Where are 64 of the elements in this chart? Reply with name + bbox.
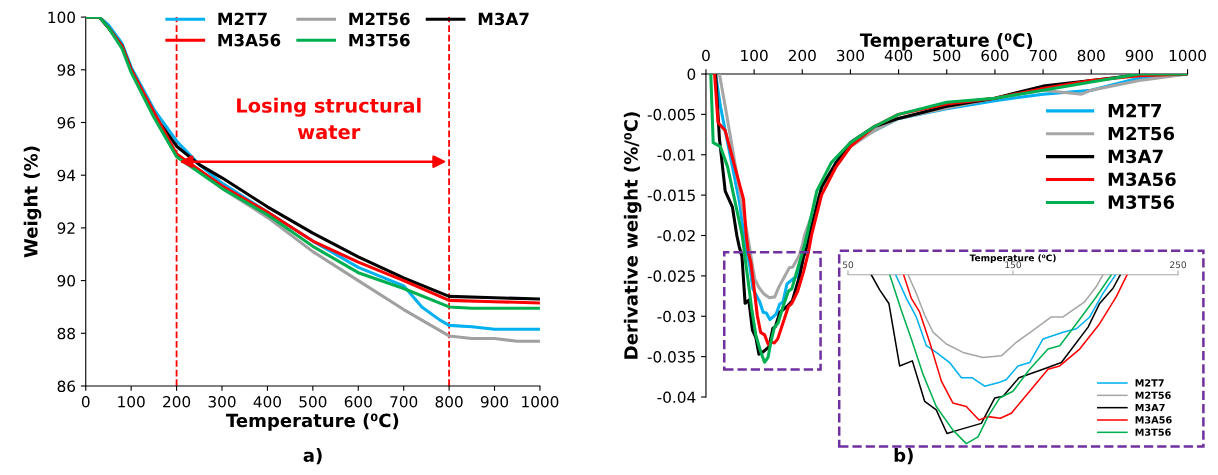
x-tick-label: 250 xyxy=(1170,261,1187,269)
y-tick-label: 92 xyxy=(57,222,75,234)
x-tick-label: 300 xyxy=(208,395,236,408)
x-axis-title: Temperature (⁰C) xyxy=(969,254,1056,264)
y-tick-label: -0.035 xyxy=(647,351,695,363)
x-tick-label: 1000 xyxy=(522,395,559,408)
x-tick-label: 1000 xyxy=(1169,49,1206,62)
legend-label: M2T56 xyxy=(349,12,410,26)
x-tick-label: 100 xyxy=(741,49,768,62)
y-tick-label: 98 xyxy=(57,64,75,76)
legend-label: M2T7 xyxy=(1135,379,1164,387)
x-tick-label: 0 xyxy=(81,395,90,408)
x-tick-label: 900 xyxy=(1125,49,1153,62)
x-tick-label: 400 xyxy=(884,49,913,62)
y-axis-title: Weight (%) xyxy=(23,146,42,258)
legend-label: M3A56 xyxy=(218,33,281,47)
text: a) xyxy=(303,448,322,465)
legend-label: M3A56 xyxy=(1108,172,1176,187)
x-tick-label: 300 xyxy=(837,49,864,62)
y-tick-label: 94 xyxy=(57,169,76,182)
legend-label: M3A7 xyxy=(478,12,529,26)
x-tick-label: 700 xyxy=(390,395,418,408)
x-tick-label: 150 xyxy=(1005,261,1022,269)
y-tick-label: 88 xyxy=(57,327,75,340)
x-tick-label: 800 xyxy=(435,395,463,408)
x-axis-title: Temperature (⁰C) xyxy=(226,413,399,431)
legend-label: M3A7 xyxy=(1135,403,1165,412)
annotation: Losing structural water xyxy=(237,97,421,140)
y-tick-label: -0.015 xyxy=(647,189,695,202)
legend-label: M2T7 xyxy=(218,12,267,26)
y-tick-label: 0 xyxy=(687,68,696,81)
y-tick-label: 86 xyxy=(57,380,76,393)
y-tick-label: 100 xyxy=(48,11,76,24)
legend-label: M3A7 xyxy=(1108,149,1163,164)
legend-label: M3A56 xyxy=(1135,416,1172,424)
x-tick-label: 100 xyxy=(118,395,145,408)
legend-label: M3T56 xyxy=(1135,428,1171,436)
legend-label: M2T7 xyxy=(1108,103,1162,118)
y-tick-label: 90 xyxy=(57,275,76,287)
y-tick-label: -0.025 xyxy=(647,270,695,282)
y-tick-label: -0.04 xyxy=(657,391,696,404)
y-tick-label: -0.005 xyxy=(647,108,695,121)
legend-label: M2T56 xyxy=(1135,391,1171,399)
x-tick-label: 500 xyxy=(933,49,961,62)
y-tick-label: -0.03 xyxy=(657,310,696,323)
x-tick-label: 900 xyxy=(480,395,509,408)
x-tick-label: 600 xyxy=(981,49,1009,62)
x-tick-label: 600 xyxy=(344,395,372,408)
legend-label: M2T56 xyxy=(1108,126,1175,141)
x-tick-label: 0 xyxy=(702,49,710,62)
x-tick-label: 800 xyxy=(1077,49,1105,62)
y-axis-title: Derivative weight (%/⁰C) xyxy=(623,112,642,359)
legend-label: M3T56 xyxy=(349,33,410,47)
x-tick-label: 400 xyxy=(253,395,281,408)
text: b) xyxy=(894,448,913,465)
y-tick-label: 96 xyxy=(57,116,76,129)
x-tick-label: 200 xyxy=(163,395,191,408)
x-tick-label: 500 xyxy=(299,395,327,408)
y-tick-label: -0.01 xyxy=(657,149,695,161)
y-tick-label: -0.02 xyxy=(657,229,695,242)
x-tick-label: 50 xyxy=(842,261,854,269)
x-tick-label: 700 xyxy=(1029,49,1057,62)
x-tick-label: 200 xyxy=(788,49,816,62)
legend-label: M3T56 xyxy=(1108,195,1175,210)
